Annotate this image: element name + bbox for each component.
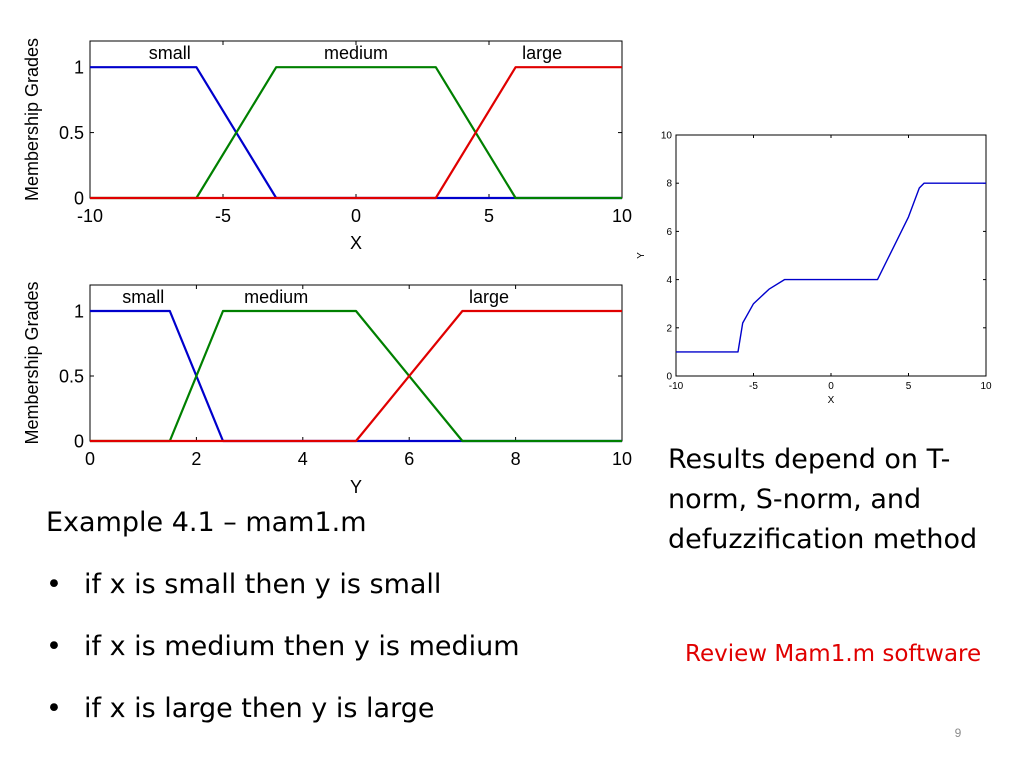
plot-frame [89, 40, 623, 199]
input-output-chart: -10 -5 0 5 10 0 2 4 6 8 10 X Y [636, 131, 992, 407]
x-tick-label: 10 [612, 449, 632, 469]
y-tick-label: 0.5 [59, 123, 84, 143]
bullet: • [46, 631, 62, 662]
series-label-large: large [522, 43, 562, 63]
x-tick-label: 10 [612, 206, 632, 226]
y-tick-label: 8 [666, 179, 672, 190]
y-tick-label: 1 [74, 57, 84, 77]
series-label-small: small [122, 287, 164, 307]
x-tick-label: 6 [404, 449, 414, 469]
y-tick-label: 0 [74, 188, 84, 208]
series-line-small [90, 309, 622, 443]
y-tick-label: 0 [74, 431, 84, 451]
x-tick-label: -10 [77, 206, 103, 226]
rule-text: if x is large then y is large [84, 693, 435, 724]
rule-text: if x is medium then y is medium [84, 631, 520, 662]
rule-item: • if x is small then y is small [46, 565, 656, 605]
x-axis-label: Y [350, 477, 362, 497]
y-axis-label: Membership Grades [22, 38, 42, 201]
x-tick-label: 2 [191, 449, 201, 469]
results-note: Results depend on T-norm, S-norm, and de… [668, 444, 978, 555]
plot-frame [675, 134, 987, 377]
page-number: 9 [954, 726, 962, 740]
y-tick-label: 0.5 [59, 366, 84, 386]
bullet: • [46, 569, 62, 600]
series-line-medium [90, 66, 622, 200]
rule-item: • if x is medium then y is medium [46, 627, 656, 667]
y-tick-label: 1 [74, 301, 84, 321]
x-tick-label: -10 [669, 381, 684, 392]
example-block: Example 4.1 – mam1.m • if x is small the… [46, 503, 656, 751]
review-note: Review Mam1.m software [685, 641, 982, 667]
x-axis-label: X [828, 395, 835, 406]
x-tick-label: 4 [298, 449, 308, 469]
membership-chart-y: 0 2 4 6 8 10 0 0.5 1 small medium large Y Membership … [22, 281, 632, 497]
x-tick-label: -5 [215, 206, 231, 226]
y-tick-label: 4 [666, 275, 672, 286]
series-line-large [90, 309, 622, 443]
y-axis-label: Y [636, 252, 647, 259]
x-tick-label: 0 [85, 449, 95, 469]
y-tick-label: 0 [666, 372, 672, 383]
series-label-medium: medium [244, 287, 308, 307]
example-title: Example 4.1 – mam1.m [46, 507, 367, 538]
series-line-medium [90, 309, 622, 443]
bullet: • [46, 693, 62, 724]
y-axis-label: Membership Grades [22, 281, 42, 444]
series-line-curve [676, 182, 986, 353]
series-line-large [90, 66, 622, 200]
x-axis-label: X [350, 233, 362, 253]
x-tick-label: 8 [511, 449, 521, 469]
rule-item: • if x is large then y is large [46, 689, 656, 729]
x-tick-label: 0 [828, 381, 834, 392]
rule-text: if x is small then y is small [84, 569, 442, 600]
y-tick-label: 2 [666, 323, 672, 334]
x-tick-label: -5 [749, 381, 758, 392]
x-tick-label: 0 [351, 206, 361, 226]
plot-frame [89, 284, 623, 442]
series-label-medium: medium [324, 43, 388, 63]
series-label-small: small [149, 43, 191, 63]
x-tick-label: 10 [980, 381, 992, 392]
membership-chart-x: -10 -5 0 5 10 0 0.5 1 small medium large X Membershi… [22, 38, 632, 253]
y-tick-label: 6 [666, 227, 672, 238]
x-tick-label: 5 [906, 381, 912, 392]
x-tick-label: 5 [484, 206, 494, 226]
series-line-small [90, 66, 622, 200]
y-tick-label: 10 [661, 131, 673, 142]
series-label-large: large [469, 287, 509, 307]
